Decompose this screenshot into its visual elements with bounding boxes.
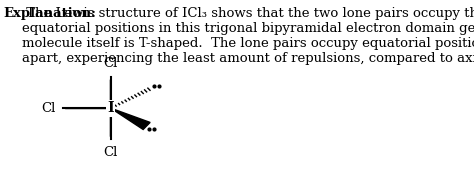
Polygon shape xyxy=(111,108,150,130)
Text: Cl: Cl xyxy=(104,146,118,159)
Text: I: I xyxy=(108,101,114,115)
Text: Cl: Cl xyxy=(104,57,118,70)
Text: Cl: Cl xyxy=(41,102,55,115)
Text: Explanation:: Explanation: xyxy=(4,6,97,20)
Text: The Lewis structure of ICl₃ shows that the two lone pairs occupy the
equatorial : The Lewis structure of ICl₃ shows that t… xyxy=(22,6,474,65)
